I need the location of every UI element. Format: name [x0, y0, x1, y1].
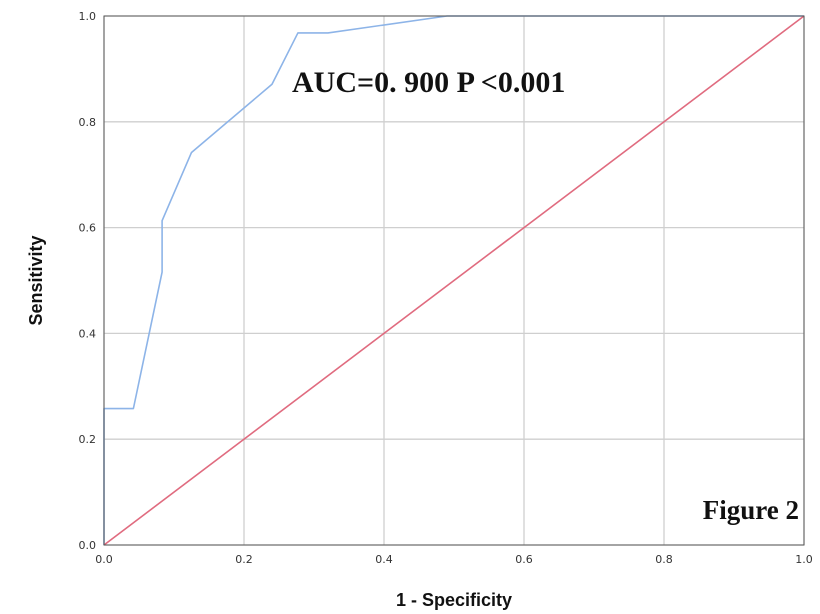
y-tick-label: 0.4	[79, 327, 97, 340]
grid-lines	[103, 15, 805, 546]
y-tick-label: 0.8	[79, 116, 97, 129]
roc-curve	[103, 15, 804, 545]
figure-label: Figure 2	[703, 495, 799, 525]
y-tick-label: 0.6	[79, 222, 97, 235]
y-tick-labels: 0.0 0.2 0.4 0.6 0.8 1.0	[79, 10, 97, 552]
reference-line	[103, 15, 805, 546]
auc-annotation: AUC=0. 900 P <0.001	[292, 66, 565, 99]
y-tick-label: 0.0	[79, 539, 97, 552]
x-tick-label: 0.0	[95, 553, 113, 566]
y-tick-label: 0.2	[79, 433, 97, 446]
y-tick-label: 1.0	[79, 10, 97, 23]
x-tick-label: 0.2	[235, 553, 253, 566]
series-group	[103, 15, 805, 546]
x-tick-label: 0.4	[375, 553, 393, 566]
x-tick-labels: 0.0 0.2 0.4 0.6 0.8 1.0	[95, 553, 813, 566]
x-axis-label: 1 - Specificity	[396, 590, 512, 610]
x-tick-label: 0.8	[655, 553, 673, 566]
x-tick-label: 1.0	[795, 553, 813, 566]
plot-frame	[103, 15, 805, 546]
y-axis-label: Sensitivity	[26, 235, 46, 325]
x-tick-label: 0.6	[515, 553, 533, 566]
